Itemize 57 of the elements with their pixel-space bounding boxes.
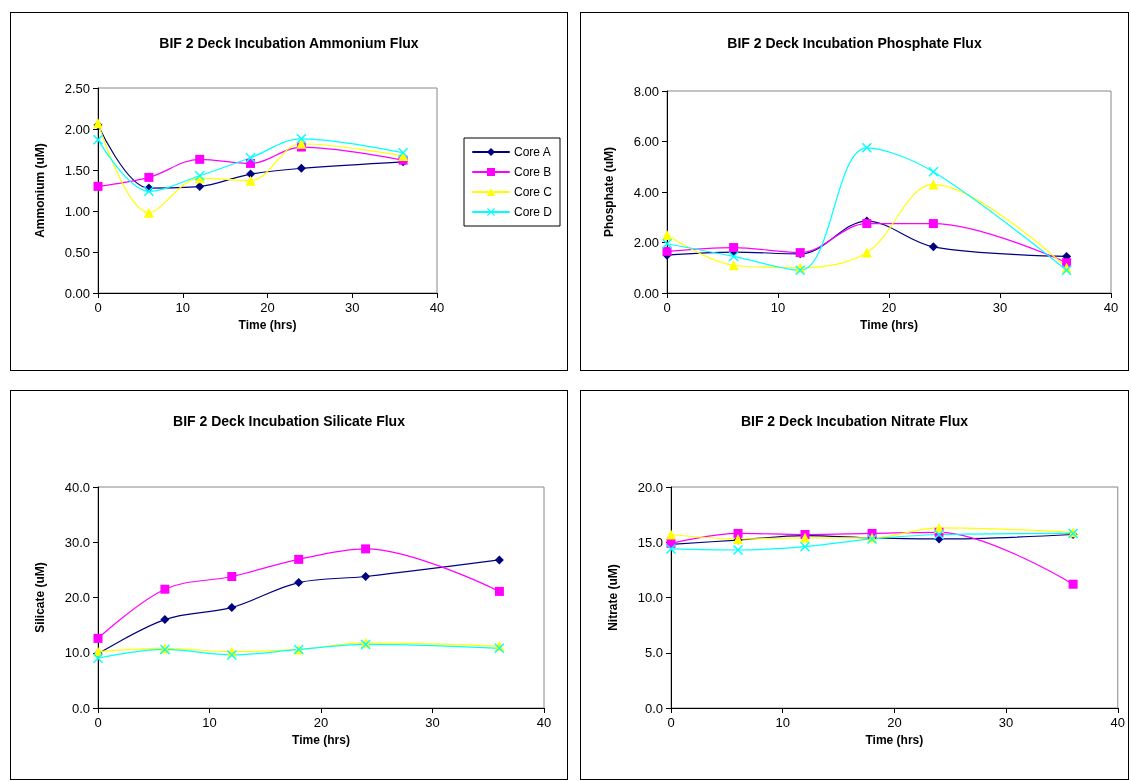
chart-title: BIF 2 Deck Incubation Phosphate Flux: [727, 35, 982, 51]
y-tick-label: 4.00: [633, 184, 659, 200]
legend-label: Core C: [514, 185, 553, 199]
y-tick-label: 30.0: [64, 534, 90, 550]
chart-title: BIF 2 Deck Incubation Silicate Flux: [173, 413, 406, 429]
y-axis-title: Ammonium (uM): [33, 143, 47, 238]
y-tick-label: 10.0: [64, 645, 90, 661]
legend-label: Core B: [514, 165, 552, 179]
x-tick-label: 10: [770, 300, 786, 315]
x-tick-label: 0: [94, 300, 102, 315]
x-tick-label: 40: [536, 715, 552, 730]
x-tick-label: 20: [260, 300, 275, 315]
x-tick-label: 0: [94, 715, 102, 730]
x-tick-label: 10: [775, 715, 790, 730]
y-tick-label: 15.0: [637, 534, 663, 550]
legend-label: Core D: [514, 205, 553, 219]
x-axis-title: Time (hrs): [292, 732, 350, 747]
y-tick-label: 2.00: [633, 235, 659, 250]
x-tick-label: 10: [175, 300, 190, 315]
x-tick-label: 30: [345, 300, 360, 315]
y-axis-title: Silicate (uM): [33, 562, 47, 633]
y-tick-label: 40.0: [64, 479, 90, 495]
x-tick-label: 0: [663, 300, 671, 315]
y-tick-label: 0.0: [71, 700, 90, 716]
x-tick-label: 30: [992, 300, 1008, 315]
y-tick-label: 5.0: [644, 645, 663, 661]
x-tick-label: 10: [202, 715, 217, 730]
y-tick-label: 0.00: [64, 285, 90, 301]
x-tick-label: 0: [667, 715, 675, 730]
y-axis-title: Nitrate (uM): [606, 564, 620, 631]
chart-title: BIF 2 Deck Incubation Ammonium Flux: [159, 35, 419, 51]
x-axis-title: Time (hrs): [860, 317, 918, 332]
y-axis-title: Phosphate (uM): [602, 147, 616, 237]
y-tick-label: 20.0: [64, 590, 90, 605]
y-tick-label: 1.50: [64, 162, 90, 178]
y-tick-label: 1.00: [64, 203, 90, 219]
x-tick-label: 40: [1103, 300, 1119, 315]
x-tick-label: 20: [881, 300, 897, 315]
y-tick-label: 0.00: [633, 285, 659, 301]
x-tick-label: 20: [313, 715, 329, 730]
y-tick-label: 10.0: [637, 590, 663, 605]
y-tick-label: 20.0: [637, 479, 663, 495]
x-axis-title: Time (hrs): [865, 732, 924, 747]
x-tick-label: 40: [429, 300, 445, 315]
x-tick-label: 30: [998, 715, 1014, 730]
x-tick-label: 40: [1110, 715, 1125, 730]
y-tick-label: 0.0: [644, 700, 663, 716]
chart-title: BIF 2 Deck Incubation Nitrate Flux: [740, 413, 969, 429]
y-tick-label: 2.00: [64, 121, 90, 137]
x-axis-title: Time (hrs): [238, 317, 297, 332]
x-tick-label: 30: [425, 715, 440, 730]
y-tick-label: 8.00: [633, 83, 659, 99]
y-tick-label: 0.50: [64, 244, 90, 260]
x-tick-label: 20: [887, 715, 902, 730]
y-tick-label: 6.00: [633, 134, 659, 149]
y-tick-label: 2.50: [64, 80, 90, 96]
legend-label: Core A: [514, 145, 551, 159]
